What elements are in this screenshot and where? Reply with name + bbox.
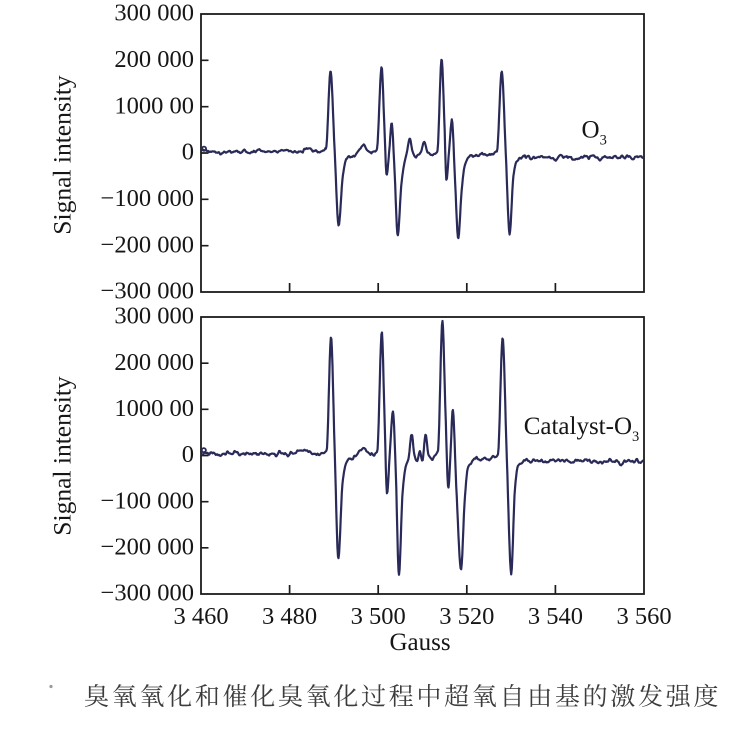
svg-text:−100 000: −100 000 — [101, 185, 194, 212]
svg-text:300 000: 300 000 — [114, 0, 194, 27]
svg-text:3 460: 3 460 — [173, 603, 228, 630]
svg-text:−200 000: −200 000 — [101, 534, 194, 561]
svg-text:−300 000: −300 000 — [101, 580, 194, 607]
svg-text:3 560: 3 560 — [616, 603, 671, 630]
svg-text:0: 0 — [182, 441, 194, 468]
svg-text:3 500: 3 500 — [351, 603, 406, 630]
svg-text:1000 00: 1000 00 — [114, 92, 194, 119]
svg-text:3 480: 3 480 — [262, 603, 317, 630]
svg-text:200 000: 200 000 — [114, 349, 194, 376]
svg-text:0: 0 — [182, 139, 194, 166]
svg-text:300 000: 300 000 — [114, 303, 194, 330]
svg-text:Catalyst-O3: Catalyst-O3 — [524, 413, 640, 445]
svg-text:3 520: 3 520 — [439, 603, 494, 630]
svg-text:200 000: 200 000 — [114, 46, 194, 73]
svg-text:Gauss: Gauss — [389, 629, 450, 656]
svg-text:−300 000: −300 000 — [101, 278, 194, 305]
svg-text:3 540: 3 540 — [528, 603, 583, 630]
svg-text:−100 000: −100 000 — [101, 487, 194, 514]
svg-text:Signal intensity: Signal intensity — [48, 376, 77, 536]
svg-text:−200 000: −200 000 — [101, 231, 194, 258]
svg-text:Signal intensity: Signal intensity — [48, 75, 77, 235]
svg-text:1000 00: 1000 00 — [114, 395, 194, 422]
